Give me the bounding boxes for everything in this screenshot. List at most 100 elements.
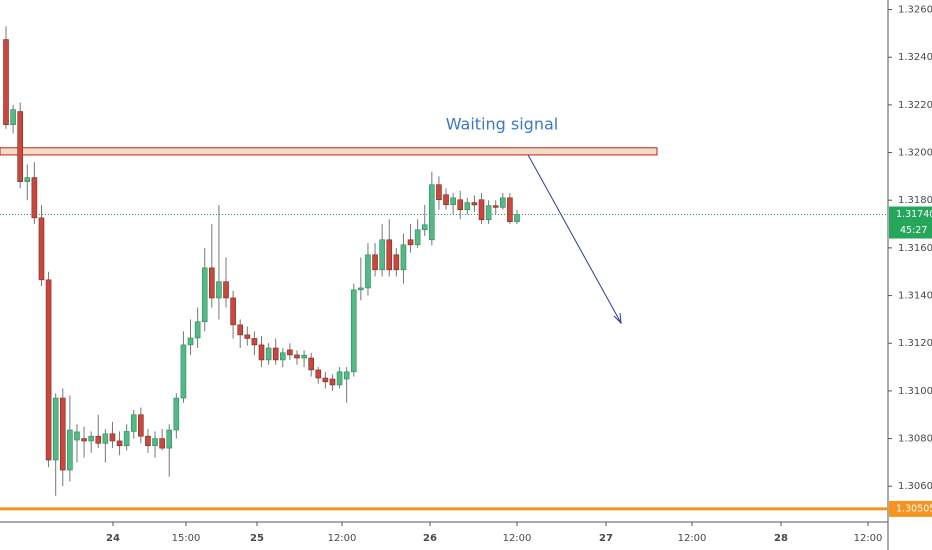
candle-body: [116, 440, 123, 447]
candle-body: [237, 324, 244, 336]
x-tick-label: 27: [599, 533, 613, 544]
candle-body: [436, 184, 442, 201]
candle-body: [514, 214, 520, 222]
candle-body: [152, 438, 158, 447]
support-label: 1.30505: [896, 503, 932, 514]
candle-body: [258, 344, 265, 361]
candle-body: [464, 202, 471, 211]
x-tick-label: 15:00: [172, 533, 201, 544]
candle-body: [507, 197, 513, 222]
last-price-label: 1.31740: [896, 209, 932, 220]
candle-body: [386, 239, 393, 271]
candle-body: [393, 254, 400, 271]
candle-body: [400, 244, 407, 271]
candle-body: [272, 347, 279, 361]
candle-body: [59, 397, 66, 471]
annotation: Waiting signal: [446, 115, 558, 134]
x-tick-label: 12:00: [328, 533, 357, 544]
candle-body: [145, 435, 151, 447]
candle-body: [478, 199, 485, 221]
candle-body: [209, 267, 215, 299]
candle-body: [485, 205, 492, 221]
y-tick-label: 1.32000: [898, 148, 932, 159]
candle-body: [123, 431, 130, 447]
candle-body: [450, 197, 456, 206]
candle-body: [166, 429, 173, 449]
candle-body: [130, 414, 137, 432]
last-price-box: [889, 206, 932, 223]
y-tick-label: 1.30600: [898, 481, 932, 492]
x-tick-label: 25: [250, 533, 264, 544]
candle-body: [38, 217, 45, 281]
y-tick-label: 1.31600: [898, 243, 932, 254]
candle-body: [244, 334, 251, 339]
candle-body: [429, 184, 435, 241]
candle-body: [301, 354, 307, 359]
candle-body: [251, 338, 258, 346]
candle-body: [173, 397, 180, 431]
candle-body: [45, 279, 52, 461]
x-tick-label: 26: [423, 533, 437, 544]
candle-body: [194, 321, 201, 339]
candle-body: [10, 109, 16, 125]
candle-body: [230, 297, 236, 326]
candle-body: [279, 352, 286, 361]
candle-body: [308, 357, 314, 371]
x-tick-label: 28: [774, 533, 788, 544]
arrow-line: [526, 152, 622, 324]
candle-body: [201, 267, 208, 323]
x-tick-label: 24: [106, 533, 120, 544]
candle-body: [74, 431, 80, 441]
candle-body: [336, 371, 343, 386]
candle-body: [81, 438, 87, 442]
candle-body: [315, 369, 322, 379]
candle-body: [350, 289, 357, 373]
candle-body: [67, 429, 73, 471]
support-box: [889, 500, 932, 517]
candle-body: [365, 254, 371, 289]
candle-body: [421, 224, 428, 231]
candle-body: [216, 281, 222, 299]
candle-body: [138, 414, 144, 437]
candle-body: [88, 435, 94, 442]
candle-body: [492, 205, 499, 208]
y-tick-label: 1.31000: [898, 386, 932, 397]
candle-body: [471, 202, 478, 206]
candle-body: [329, 378, 336, 386]
candle-body: [294, 354, 300, 359]
candle-body: [17, 111, 23, 182]
candle-body: [407, 239, 414, 246]
x-tick-label: 12:00: [678, 533, 707, 544]
candle-body: [52, 397, 59, 461]
candle-body: [31, 177, 38, 219]
candle-body: [24, 177, 31, 182]
y-tick-label: 1.32200: [898, 100, 932, 111]
candle-body: [414, 229, 421, 246]
y-tick-label: 1.31800: [898, 195, 932, 206]
candle-body: [180, 344, 187, 399]
candle-body: [223, 281, 229, 299]
y-tick-label: 1.32600: [898, 5, 932, 16]
resistance-zone: [0, 147, 658, 156]
countdown-label: 45:27: [900, 225, 927, 236]
candle-body: [379, 239, 385, 271]
candle-body: [457, 199, 464, 211]
candle-body: [343, 371, 350, 380]
candle-body: [102, 433, 109, 444]
candle-body: [159, 438, 165, 449]
y-tick-label: 1.32400: [898, 52, 932, 63]
candle-body: [265, 347, 272, 361]
candle-body: [287, 349, 293, 356]
x-tick-label: 12:00: [854, 533, 883, 544]
candle-body: [372, 254, 378, 271]
candle-body: [109, 433, 116, 442]
candle-body: [187, 337, 194, 346]
y-tick-label: 1.30800: [898, 434, 932, 445]
candle-body: [358, 287, 364, 291]
candle-body: [322, 377, 329, 383]
y-tick-label: 1.31200: [898, 338, 932, 349]
candle-body: [95, 435, 102, 444]
candle-body: [500, 197, 506, 208]
arrow-head: [613, 312, 622, 325]
